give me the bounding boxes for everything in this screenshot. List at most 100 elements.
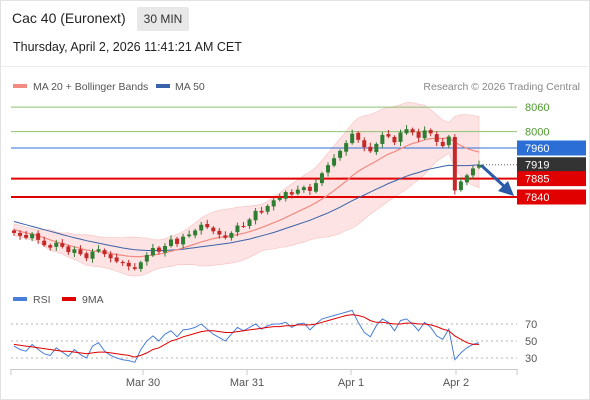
candle xyxy=(410,127,415,136)
candle-body xyxy=(205,223,210,228)
level-label-8060: 8060 xyxy=(525,102,549,114)
candle xyxy=(247,217,252,229)
candle-body xyxy=(307,186,312,191)
candle-body xyxy=(446,136,451,146)
rsi-line xyxy=(13,309,480,363)
candle xyxy=(223,231,228,240)
candle-body xyxy=(229,232,234,238)
candle-body xyxy=(265,205,270,212)
candle xyxy=(344,140,349,156)
candle-body xyxy=(428,130,433,134)
candle-body xyxy=(362,140,367,148)
candle xyxy=(54,239,59,251)
candle-body xyxy=(144,254,149,262)
candle xyxy=(217,228,222,239)
candle xyxy=(132,263,137,271)
candle-body xyxy=(150,248,155,256)
candle-body xyxy=(102,250,107,255)
candle-body xyxy=(114,257,119,262)
candle xyxy=(470,165,475,180)
candle-body xyxy=(440,141,445,146)
candle-body xyxy=(193,230,198,236)
candle xyxy=(398,129,403,146)
candle-body xyxy=(410,129,415,133)
candle xyxy=(138,260,143,272)
candle-body xyxy=(181,236,186,245)
candle-body xyxy=(96,249,101,252)
candle-body xyxy=(241,225,246,227)
candle xyxy=(307,183,312,195)
candle-body xyxy=(464,175,469,183)
level-tag-7885 xyxy=(517,171,586,187)
candle xyxy=(386,130,391,139)
candle-body xyxy=(289,192,294,195)
rsi-9ma-line xyxy=(13,314,479,358)
candle-body xyxy=(138,262,143,269)
rsi-ma-legend-label: 9MA xyxy=(82,294,104,306)
candle-body xyxy=(301,187,306,191)
candle xyxy=(446,134,451,148)
candle-body xyxy=(344,143,349,152)
candle xyxy=(120,260,125,267)
candle xyxy=(24,230,29,240)
candles xyxy=(12,125,481,272)
candle xyxy=(356,131,361,143)
candle-body xyxy=(368,146,373,152)
level-tag-7919 xyxy=(517,157,586,173)
ma50-line xyxy=(13,164,480,251)
x-axis-label: Mar 31 xyxy=(230,377,264,389)
rsi-legend-label: RSI xyxy=(33,294,51,306)
ma20-line xyxy=(13,137,480,258)
candle xyxy=(48,243,53,251)
candle xyxy=(60,239,65,249)
candle-body xyxy=(90,251,95,259)
candle xyxy=(12,228,16,236)
candle-body xyxy=(18,232,23,236)
level-label-7960: 7960 xyxy=(525,143,549,155)
instrument-title: Cac 40 (Euronext) xyxy=(12,10,126,26)
rsi-level-label-70: 70 xyxy=(525,319,537,331)
candle xyxy=(265,204,270,215)
ma50-legend-label: MA 50 xyxy=(175,81,205,93)
candle xyxy=(259,206,264,215)
candle-body xyxy=(84,253,89,259)
level-tag-7960 xyxy=(517,140,586,156)
ma20-legend-label: MA 20 + Bollinger Bands xyxy=(33,81,148,93)
bollinger-band xyxy=(13,102,480,277)
level-label-8000: 8000 xyxy=(525,127,549,139)
candle xyxy=(90,248,95,263)
rsi-lines xyxy=(13,309,480,363)
price-levels xyxy=(11,106,517,198)
candle xyxy=(422,126,427,140)
candle xyxy=(235,222,240,237)
candle xyxy=(392,135,397,146)
candle xyxy=(187,230,192,238)
rsi-levels: 70 50 30 xyxy=(11,319,537,365)
candle-body xyxy=(332,158,337,166)
candle xyxy=(229,231,234,241)
candle-body xyxy=(42,240,47,246)
timeframe-button[interactable]: 30 MIN xyxy=(137,7,189,31)
candle xyxy=(144,252,149,266)
candle-body xyxy=(120,261,125,264)
candle xyxy=(338,149,343,161)
level-tag-7840 xyxy=(517,189,586,205)
candle xyxy=(368,142,373,153)
candle-body xyxy=(338,150,343,158)
candle-body xyxy=(295,189,300,194)
rsi-legend: RSI 9MA xyxy=(13,294,104,306)
candle xyxy=(108,251,113,263)
level-label-7919: 7919 xyxy=(525,160,549,172)
candle-body xyxy=(187,234,192,237)
candle xyxy=(362,137,367,152)
candle xyxy=(66,244,71,255)
candle xyxy=(326,162,331,177)
candle-body xyxy=(326,165,331,173)
candle-body xyxy=(319,173,324,184)
candle xyxy=(181,233,186,249)
candle xyxy=(156,246,161,255)
candle xyxy=(199,221,204,235)
candle-body xyxy=(434,134,439,142)
candle-body xyxy=(24,234,29,238)
